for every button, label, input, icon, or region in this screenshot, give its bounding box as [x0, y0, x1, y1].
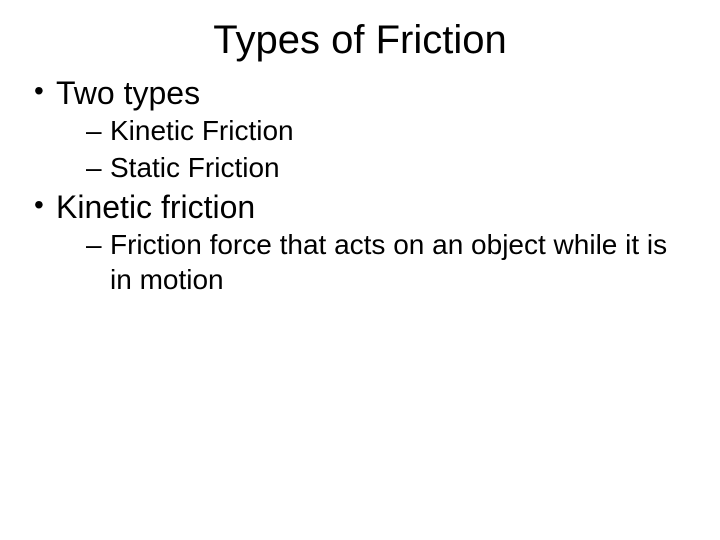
bullet-text: Friction force that acts on an object wh…	[110, 229, 667, 295]
list-item: Friction force that acts on an object wh…	[56, 227, 690, 297]
bullet-text: Kinetic Friction	[110, 115, 294, 146]
list-item: Static Friction	[56, 150, 690, 185]
slide: Types of Friction Two types Kinetic Fric…	[0, 0, 720, 540]
bullet-text: Kinetic friction	[56, 189, 255, 225]
slide-title: Types of Friction	[0, 0, 720, 73]
list-item: Kinetic Friction	[56, 113, 690, 148]
list-item: Kinetic friction Friction force that act…	[30, 187, 690, 297]
bullet-list-level1: Two types Kinetic Friction Static Fricti…	[30, 73, 690, 297]
slide-body: Two types Kinetic Friction Static Fricti…	[0, 73, 720, 297]
bullet-list-level2: Friction force that acts on an object wh…	[56, 227, 690, 297]
bullet-text: Static Friction	[110, 152, 280, 183]
list-item: Two types Kinetic Friction Static Fricti…	[30, 73, 690, 185]
bullet-list-level2: Kinetic Friction Static Friction	[56, 113, 690, 185]
bullet-text: Two types	[56, 75, 200, 111]
